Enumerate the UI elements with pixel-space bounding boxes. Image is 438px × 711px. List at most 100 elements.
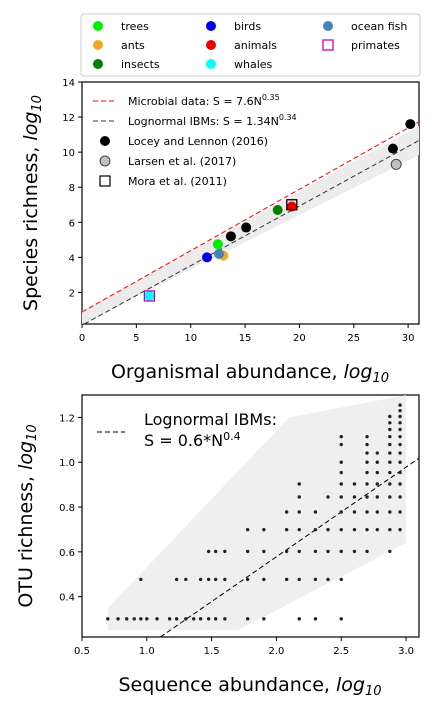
data-point bbox=[241, 222, 252, 233]
data-point bbox=[388, 460, 392, 464]
data-point bbox=[284, 549, 289, 554]
y-tick-label: 0.4 bbox=[59, 593, 75, 604]
data-point bbox=[297, 510, 301, 514]
y-axis-label-2: OTU richness, log10 bbox=[15, 424, 40, 607]
data-point bbox=[262, 617, 266, 621]
fit-line bbox=[81, 121, 420, 313]
data-point bbox=[313, 577, 318, 582]
y-tick-label: 6 bbox=[69, 218, 75, 229]
legend-label: Lognormal IBMs: S = 1.34N0.34 bbox=[128, 113, 297, 128]
top-legend: trees ants insects birds animals whales ocean … bbox=[80, 13, 421, 77]
data-point bbox=[245, 527, 250, 532]
data-point bbox=[398, 414, 402, 419]
data-point bbox=[297, 495, 301, 499]
y-tick-label: 0.8 bbox=[59, 503, 75, 514]
legend-label: Locey and Lennon (2016) bbox=[128, 135, 268, 148]
data-point bbox=[339, 577, 343, 582]
data-point bbox=[245, 549, 250, 554]
legend-marker bbox=[206, 59, 216, 69]
legend-marker bbox=[99, 175, 111, 187]
data-point bbox=[398, 427, 402, 432]
y-tick-label: 2 bbox=[69, 288, 75, 299]
data-point bbox=[213, 248, 224, 259]
data-point bbox=[405, 119, 416, 130]
legend-marker bbox=[93, 21, 103, 31]
data-point bbox=[212, 239, 223, 250]
y-tick-label: 1.0 bbox=[59, 458, 75, 469]
data-point bbox=[398, 495, 402, 499]
legend-marker bbox=[323, 21, 333, 31]
y-tick-label: 12 bbox=[62, 113, 75, 124]
legend-marker bbox=[93, 59, 103, 69]
data-point bbox=[223, 549, 227, 554]
data-point bbox=[398, 434, 402, 439]
data-point bbox=[352, 527, 357, 532]
data-point bbox=[398, 527, 402, 532]
data-point bbox=[388, 442, 392, 447]
legend-marker bbox=[206, 40, 216, 50]
data-point bbox=[272, 205, 283, 216]
legend-label: Mora et al. (2011) bbox=[128, 175, 227, 188]
data-point bbox=[202, 252, 213, 263]
y-tick-label: 1.2 bbox=[59, 413, 75, 424]
data-point bbox=[398, 403, 402, 407]
panel-2: 0.5 1.0 1.5 2.0 2.5 3.0 0.4 0.6 0.8 1.0 1.2 Lognor… bbox=[15, 394, 420, 699]
data-point bbox=[339, 527, 343, 532]
data-point bbox=[339, 549, 343, 554]
data-point bbox=[326, 549, 330, 554]
data-point bbox=[339, 617, 343, 621]
legend-superscript: 0.35 bbox=[262, 93, 280, 102]
data-point bbox=[313, 617, 318, 621]
data-point bbox=[388, 510, 392, 514]
data-point bbox=[313, 527, 318, 532]
data-point bbox=[352, 549, 357, 554]
data-point-square bbox=[143, 290, 156, 302]
x-axis-label-2: Sequence abundance, log10 bbox=[118, 674, 381, 699]
data-point bbox=[365, 549, 369, 554]
inner-legend-2: Lognormal IBMs:S = 0.6*N0.4 bbox=[97, 410, 277, 450]
y-tick-label: 10 bbox=[62, 148, 75, 159]
data-point bbox=[352, 495, 357, 499]
data-point bbox=[297, 482, 301, 486]
y-tick-label: 0.6 bbox=[59, 548, 75, 559]
data-point bbox=[206, 549, 211, 554]
data-point bbox=[297, 617, 301, 621]
data-point bbox=[388, 451, 392, 455]
inner-legend-1: Microbial data: S = 7.6N0.35 Lognormal IB… bbox=[93, 93, 297, 188]
data-point bbox=[388, 527, 392, 532]
data-point bbox=[339, 434, 343, 439]
x-tick-label: 2.0 bbox=[268, 646, 284, 657]
data-point bbox=[213, 577, 218, 582]
data-point bbox=[365, 482, 369, 486]
data-point bbox=[213, 617, 218, 621]
x-tick-label: 20 bbox=[293, 333, 306, 344]
legend-label: insects bbox=[121, 58, 160, 71]
legend-label: ocean fish bbox=[351, 20, 407, 33]
data-point bbox=[352, 482, 357, 486]
legend-label: trees bbox=[121, 20, 149, 33]
legend-marker bbox=[322, 39, 334, 51]
data-point bbox=[387, 143, 398, 154]
data-point bbox=[297, 577, 301, 582]
x-tick-label: 1.5 bbox=[204, 646, 220, 657]
data-point bbox=[388, 421, 392, 425]
fit-line bbox=[160, 457, 420, 638]
legend-label: ants bbox=[121, 39, 145, 52]
panel-1: 0 5 10 15 20 25 30 2 4 6 8 10 12 14 Microbial data: S… bbox=[20, 78, 420, 386]
data-point bbox=[313, 510, 318, 514]
data-point bbox=[339, 460, 343, 464]
data-point bbox=[284, 577, 289, 582]
y-axis-label-1: Species richness, log10 bbox=[20, 95, 45, 311]
data-point bbox=[167, 617, 172, 621]
x-tick-label: 10 bbox=[184, 333, 197, 344]
legend-superscript: 0.4 bbox=[223, 430, 241, 443]
data-point bbox=[375, 451, 379, 455]
data-point bbox=[365, 470, 369, 475]
legend-label: Larsen et al. (2017) bbox=[128, 155, 236, 168]
data-point bbox=[365, 442, 369, 447]
data-point bbox=[206, 577, 211, 582]
x-tick-label: 30 bbox=[402, 333, 415, 344]
data-point bbox=[125, 617, 129, 621]
data-point bbox=[198, 617, 203, 621]
legend-marker bbox=[93, 40, 103, 50]
